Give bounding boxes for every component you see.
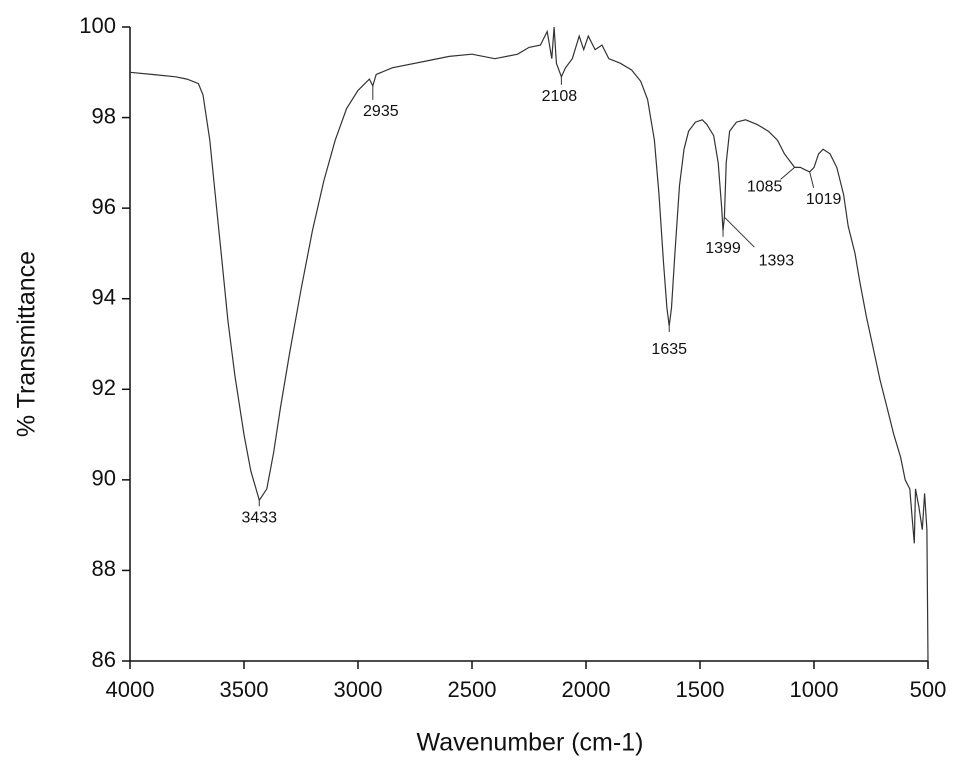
peak-label: 1635 xyxy=(651,341,687,358)
y-tick-label: 86 xyxy=(92,647,116,672)
y-tick-label: 90 xyxy=(92,466,116,491)
y-tick-label: 98 xyxy=(92,103,116,128)
x-tick-label: 2000 xyxy=(562,677,611,702)
x-tick-label: 3500 xyxy=(220,677,269,702)
peak-label: 1019 xyxy=(806,191,842,208)
peak-label: 2108 xyxy=(542,88,578,105)
peak-leader xyxy=(809,171,815,189)
x-tick-label: 1000 xyxy=(790,677,839,702)
peak-label: 1399 xyxy=(705,240,741,257)
peak-label: 2935 xyxy=(363,103,399,120)
peak-label: 1085 xyxy=(747,179,783,196)
peak-leader xyxy=(724,216,755,248)
y-tick-label: 88 xyxy=(92,556,116,581)
y-tick-label: 100 xyxy=(79,13,116,38)
x-tick-label: 3000 xyxy=(334,677,383,702)
x-tick-label: 500 xyxy=(910,677,947,702)
y-tick-label: 96 xyxy=(92,194,116,219)
y-tick-label: 92 xyxy=(92,375,116,400)
y-tick-label: 94 xyxy=(92,285,116,310)
x-tick-label: 2500 xyxy=(448,677,497,702)
y-axis-title: % Transmittance xyxy=(13,251,41,437)
peak-label: 1393 xyxy=(759,252,795,269)
x-axis-title: Wavenumber (cm-1) xyxy=(417,729,644,757)
peak-leader xyxy=(780,167,795,180)
spectrum-line xyxy=(129,26,929,662)
x-tick-label: 1500 xyxy=(676,677,725,702)
x-tick-label: 4000 xyxy=(106,677,155,702)
peak-label: 3433 xyxy=(241,509,277,526)
